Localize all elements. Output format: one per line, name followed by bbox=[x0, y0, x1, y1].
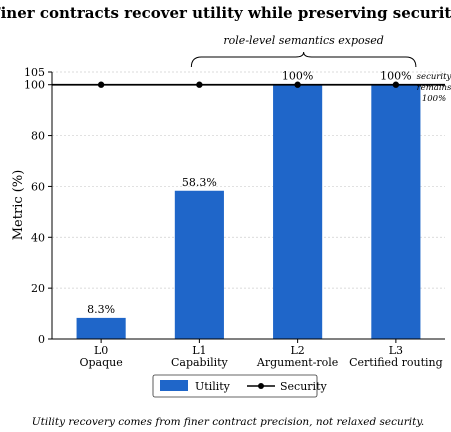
bar-value-label: 8.3% bbox=[87, 303, 115, 316]
y-tick-label: 100 bbox=[24, 79, 45, 92]
security-note-line: remains bbox=[417, 83, 451, 93]
legend-security-label: Security bbox=[280, 380, 327, 393]
legend-box bbox=[152, 374, 318, 398]
bar-value-label: 58.3% bbox=[182, 176, 217, 189]
security-point bbox=[196, 81, 203, 88]
bar-utility bbox=[273, 84, 323, 339]
y-tick-label: 80 bbox=[31, 130, 45, 143]
x-tick-level: L3 bbox=[389, 344, 403, 357]
bar-value-labels: 8.3% 58.3% 100% 100% bbox=[87, 70, 411, 316]
security-point bbox=[294, 81, 301, 88]
security-series bbox=[52, 81, 445, 88]
bracket-annotation: role-level semantics exposed bbox=[190, 34, 417, 68]
security-point bbox=[97, 81, 105, 88]
bar-utility bbox=[76, 317, 126, 339]
bar-value-label: 100% bbox=[380, 70, 411, 83]
security-note-line: 100% bbox=[422, 94, 446, 104]
legend: Utility Security bbox=[152, 374, 327, 398]
caption: Utility recovery comes from finer contra… bbox=[32, 416, 424, 428]
legend-security-marker bbox=[258, 383, 264, 389]
bar-value-label: 100% bbox=[282, 70, 313, 83]
y-tick-label: 40 bbox=[31, 231, 45, 244]
y-tick-label: 60 bbox=[31, 180, 45, 193]
x-tick-level: L0 bbox=[94, 344, 108, 357]
x-tick-name: Argument-role bbox=[256, 356, 338, 369]
axes bbox=[51, 72, 445, 340]
security-point bbox=[392, 81, 400, 88]
y-tick-label: 20 bbox=[31, 282, 45, 295]
security-note-line: security bbox=[417, 72, 451, 82]
bars bbox=[76, 84, 421, 339]
x-tick-name: Certified routing bbox=[349, 356, 443, 369]
bar-utility bbox=[174, 190, 224, 339]
x-tick-level: L2 bbox=[290, 344, 304, 357]
bracket-label: role-level semantics exposed bbox=[223, 34, 383, 47]
legend-utility-swatch bbox=[160, 380, 188, 391]
legend-utility-label: Utility bbox=[195, 380, 231, 393]
chart-title: Finer contracts recover utility while pr… bbox=[0, 4, 451, 22]
x-tick-level: L1 bbox=[192, 344, 206, 357]
x-tick-name: Opaque bbox=[79, 356, 122, 369]
y-axis-label: Metric (%) bbox=[11, 170, 26, 241]
x-tick-name: Capability bbox=[171, 356, 229, 369]
y-tick-label: 105 bbox=[24, 66, 45, 79]
y-tick-label: 0 bbox=[38, 333, 45, 346]
bar-utility bbox=[371, 84, 421, 339]
bracket-shape bbox=[190, 51, 417, 68]
